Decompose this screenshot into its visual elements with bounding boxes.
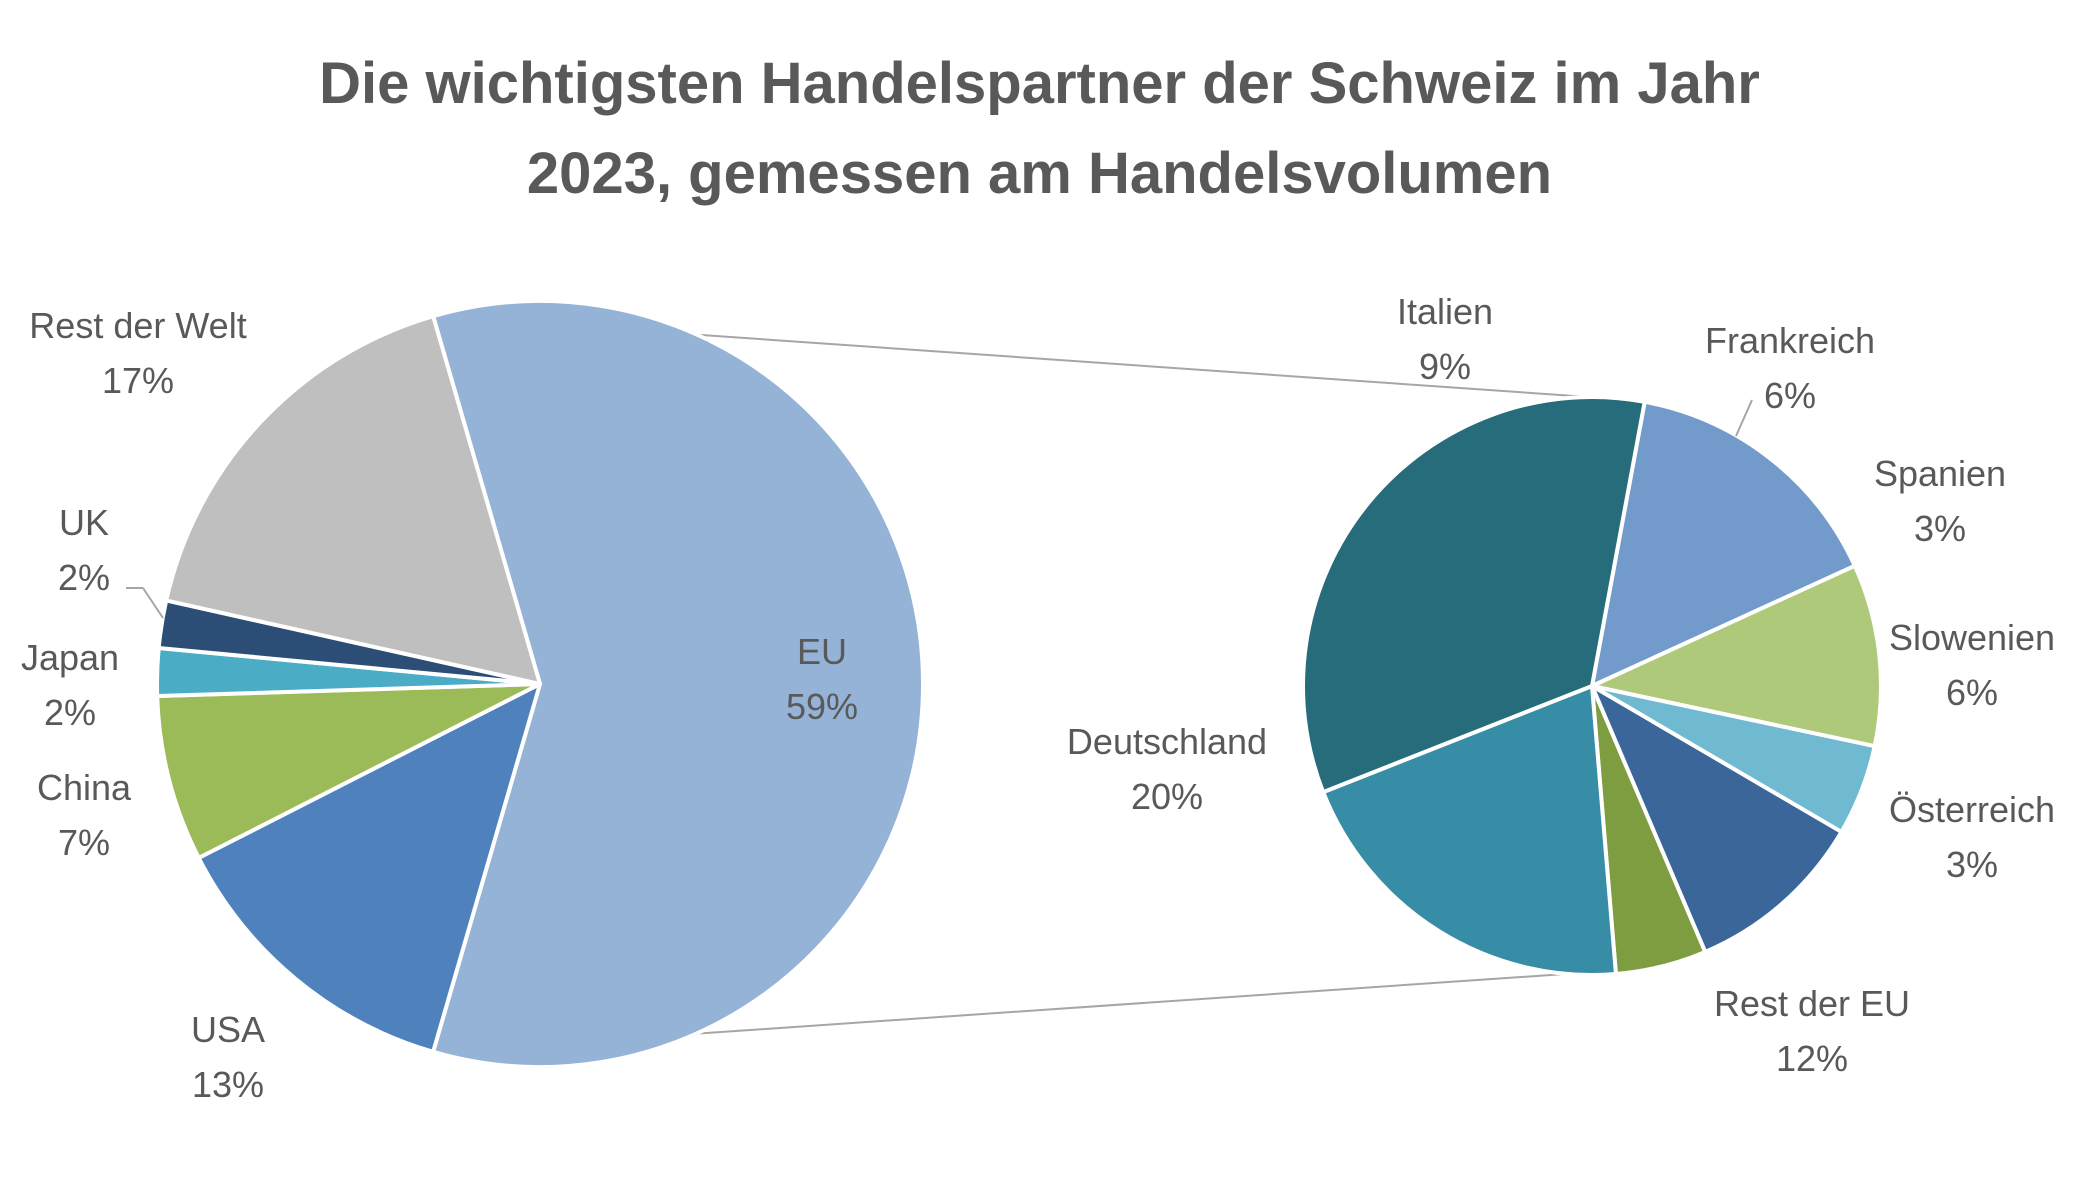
main-label-eu: EU 59% — [786, 631, 858, 727]
secondary-label-spanien: Spanien 3% — [1874, 453, 2006, 549]
secondary-label-slowenien: Slowenien 6% — [1889, 617, 2055, 713]
chart-title-line-1: Die wichtigsten Handelspartner der Schwe… — [319, 51, 1760, 116]
secondary-slices — [1301, 395, 1883, 977]
main-slice-rest-der-welt[interactable] — [164, 314, 542, 686]
data-label-category: Spanien — [1874, 453, 2006, 494]
secondary-label-italien: Italien 9% — [1397, 291, 1493, 387]
secondary-label-rest-der-eu: Rest der EU 12% — [1714, 983, 1910, 1079]
main-label-japan: Japan 2% — [21, 637, 119, 733]
leader-line-frankreich — [1735, 399, 1753, 437]
main-label-usa: USA 13% — [191, 1009, 265, 1105]
data-label-value: 13% — [192, 1064, 264, 1105]
main-label-uk: UK 2% — [58, 502, 110, 598]
data-label-value: 17% — [102, 360, 174, 401]
data-label-category: Österreich — [1889, 789, 2055, 830]
secondary-label-deutschland: Deutschland 20% — [1067, 721, 1267, 817]
chart-title-line-2: 2023, gemessen am Handelsvolumen — [526, 141, 1553, 206]
data-label-category: China — [37, 767, 132, 808]
data-label-value: 3% — [1946, 844, 1998, 885]
data-label-value: 9% — [1419, 346, 1471, 387]
secondary-label-frankreich: Frankreich 6% — [1705, 320, 1875, 416]
secondary-slice-italien[interactable] — [1590, 399, 1857, 688]
data-label-value: 6% — [1764, 375, 1816, 416]
main-label-china: China 7% — [37, 767, 132, 863]
data-label-category: Deutschland — [1067, 721, 1267, 762]
data-label-category: Japan — [21, 637, 119, 678]
secondary-slice-rest-der-eu[interactable] — [1321, 684, 1618, 977]
data-label-category: Slowenien — [1889, 617, 2055, 658]
data-label-category: Italien — [1397, 291, 1493, 332]
data-label-value: 12% — [1776, 1038, 1848, 1079]
data-label-category: Rest der Welt — [29, 305, 246, 346]
leader-line-uk-2 — [142, 587, 164, 619]
main-label-rest-der-welt: Rest der Welt 17% — [29, 305, 246, 401]
secondary-slice-deutschland[interactable] — [1301, 395, 1647, 795]
data-label-value: 59% — [786, 686, 858, 727]
data-label-value: 20% — [1131, 776, 1203, 817]
data-label-value: 6% — [1946, 672, 1998, 713]
main-slice-eu[interactable] — [431, 299, 926, 1069]
data-label-category: UK — [59, 502, 109, 543]
data-label-category: Frankreich — [1705, 320, 1875, 361]
data-label-value: 7% — [58, 822, 110, 863]
main-slice-usa[interactable] — [196, 682, 542, 1054]
data-label-value: 2% — [44, 692, 96, 733]
secondary-slice-slowenien[interactable] — [1590, 684, 1844, 954]
secondary-label-oesterreich: Österreich 3% — [1889, 789, 2055, 885]
data-label-category: Rest der EU — [1714, 983, 1910, 1024]
main-slice-china[interactable] — [155, 682, 542, 860]
data-label-category: USA — [191, 1009, 265, 1050]
data-label-category: EU — [797, 631, 847, 672]
main-slices — [155, 299, 926, 1069]
data-label-value: 3% — [1914, 508, 1966, 549]
data-label-value: 2% — [58, 557, 110, 598]
